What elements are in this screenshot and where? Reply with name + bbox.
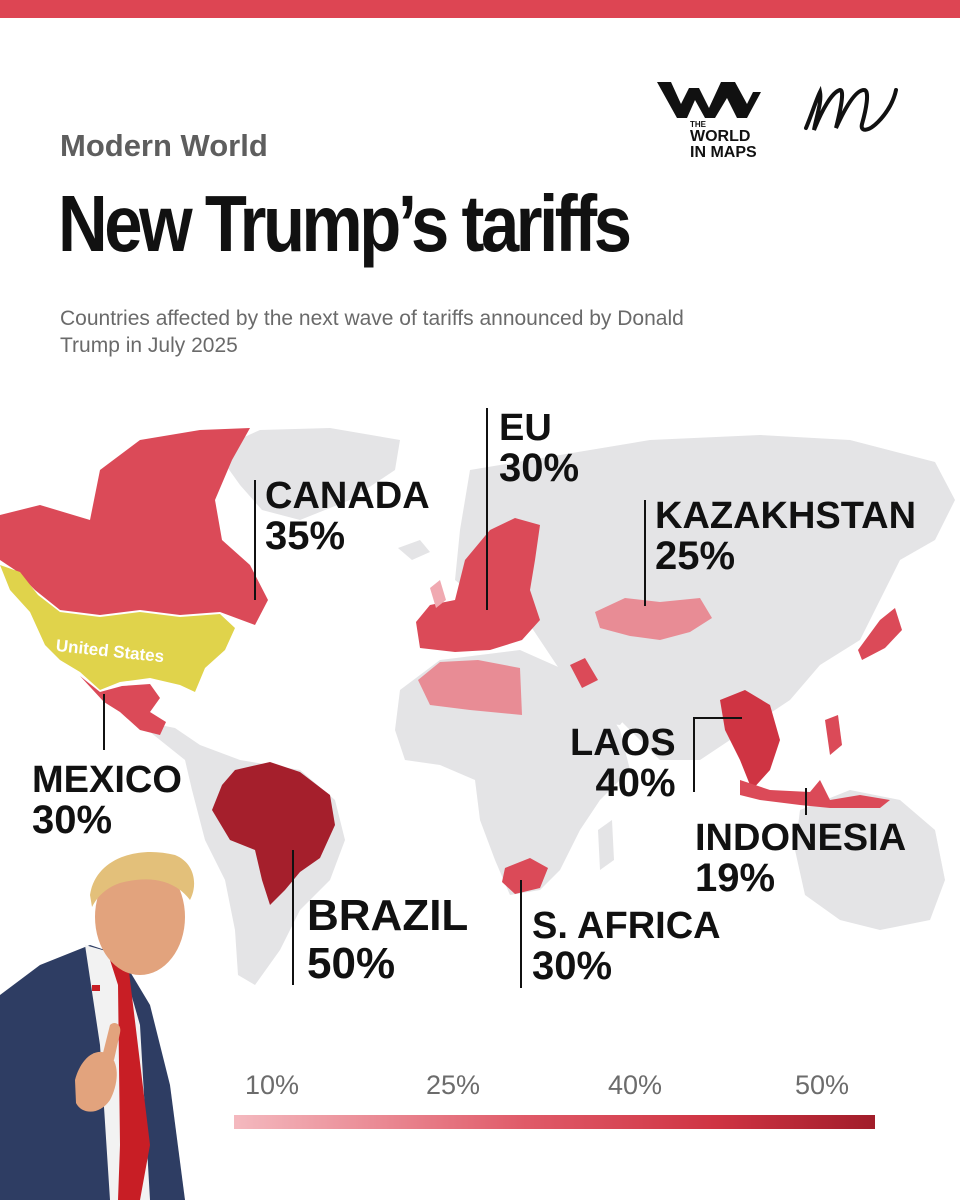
- canada-tariff: 35%: [265, 514, 346, 558]
- logo-line-2: IN MAPS: [690, 144, 757, 161]
- brazil-tariff: 50%: [307, 939, 396, 988]
- legend-tick-25: 25%: [426, 1070, 481, 1100]
- logo-wordmark: THE WORLD IN MAPS: [690, 120, 757, 161]
- page-title: New Trump’s tariffs: [58, 179, 632, 268]
- top-accent-bar: [0, 0, 960, 18]
- laos-name: LAOS: [570, 722, 676, 764]
- usa-region: [0, 565, 235, 692]
- logo-line-1: WORLD: [690, 128, 751, 145]
- eu-name: EU: [499, 407, 552, 449]
- brazil-callout: BRAZIL 50%: [307, 892, 468, 988]
- indonesia-name: INDONESIA: [695, 817, 907, 859]
- brazil-region: [212, 762, 335, 905]
- south-africa-region: [502, 858, 548, 894]
- legend-gradient-bar: [234, 1115, 875, 1129]
- legend-tick-10: 10%: [245, 1070, 300, 1100]
- north-africa-region: [418, 660, 522, 715]
- indonesia-region: [740, 780, 890, 808]
- southeast-asia-region: [720, 690, 780, 790]
- canada-callout: CANADA 35%: [265, 476, 430, 556]
- kazakhstan-name: KAZAKHSTAN: [655, 495, 917, 537]
- middle-east-region: [570, 658, 598, 688]
- laos-tariff: 40%: [595, 761, 676, 805]
- japan-region: [858, 608, 902, 660]
- indonesia-tariff: 19%: [695, 856, 776, 900]
- canada-name: CANADA: [265, 475, 430, 517]
- world-in-maps-logo: [657, 82, 761, 118]
- south-africa-callout: S. AFRICA 30%: [532, 906, 721, 986]
- eu-callout: EU 30%: [499, 408, 579, 488]
- kazakhstan-region: [595, 598, 712, 640]
- kazakhstan-tariff: 25%: [655, 534, 736, 578]
- uk-region: [430, 580, 446, 608]
- laos-callout: LAOS 40%: [570, 723, 676, 803]
- brazil-name: BRAZIL: [307, 891, 469, 940]
- eu-tariff: 30%: [499, 446, 580, 490]
- south-africa-tariff: 30%: [532, 944, 613, 988]
- canada-region: [0, 428, 268, 625]
- south-africa-name: S. AFRICA: [532, 905, 721, 947]
- mexico-name: MEXICO: [32, 759, 182, 801]
- subtitle: Countries affected by the next wave of t…: [60, 307, 684, 357]
- logo-small-text: THE: [690, 120, 706, 129]
- mexico-callout: MEXICO 30%: [32, 760, 182, 840]
- kazakhstan-callout: KAZAKHSTAN 25%: [655, 496, 916, 576]
- legend-tick-50: 50%: [795, 1070, 850, 1100]
- mexico-tariff: 30%: [32, 798, 113, 842]
- laos-leader: [693, 717, 742, 792]
- legend-tick-40: 40%: [608, 1070, 663, 1100]
- legend-ticks: 10% 25% 40% 50%: [0, 1070, 960, 1104]
- mexico-region: [80, 676, 166, 735]
- indonesia-callout: INDONESIA 19%: [695, 818, 906, 898]
- donald-trump-photo: [0, 851, 195, 1200]
- philippines-region: [825, 715, 842, 755]
- modern-world-m-logo: [804, 85, 898, 132]
- eu-region: [416, 518, 540, 652]
- series-kicker: Modern World: [60, 128, 268, 163]
